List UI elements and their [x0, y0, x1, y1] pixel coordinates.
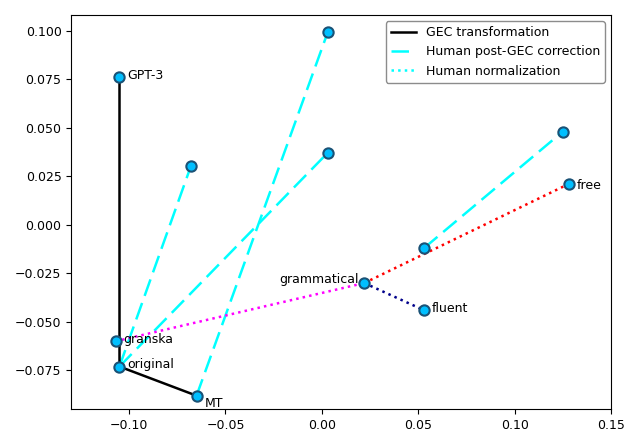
Point: [115, 363, 125, 370]
Point: [191, 392, 202, 399]
Text: grammatical: grammatical: [280, 273, 359, 286]
Point: [323, 29, 333, 36]
Point: [323, 149, 333, 156]
Point: [111, 338, 121, 345]
Point: [359, 279, 369, 287]
Text: original: original: [127, 358, 174, 371]
Legend: GEC transformation, Human post-GEC correction, Human normalization: GEC transformation, Human post-GEC corre…: [385, 21, 605, 83]
Point: [419, 307, 429, 314]
Text: MT: MT: [204, 397, 223, 410]
Text: GPT-3: GPT-3: [127, 69, 163, 82]
Text: granska: granska: [124, 333, 173, 346]
Point: [557, 128, 568, 135]
Text: fluent: fluent: [432, 302, 468, 315]
Point: [419, 245, 429, 252]
Text: free: free: [577, 179, 601, 192]
Point: [186, 163, 196, 170]
Point: [115, 74, 125, 81]
Point: [564, 181, 574, 188]
